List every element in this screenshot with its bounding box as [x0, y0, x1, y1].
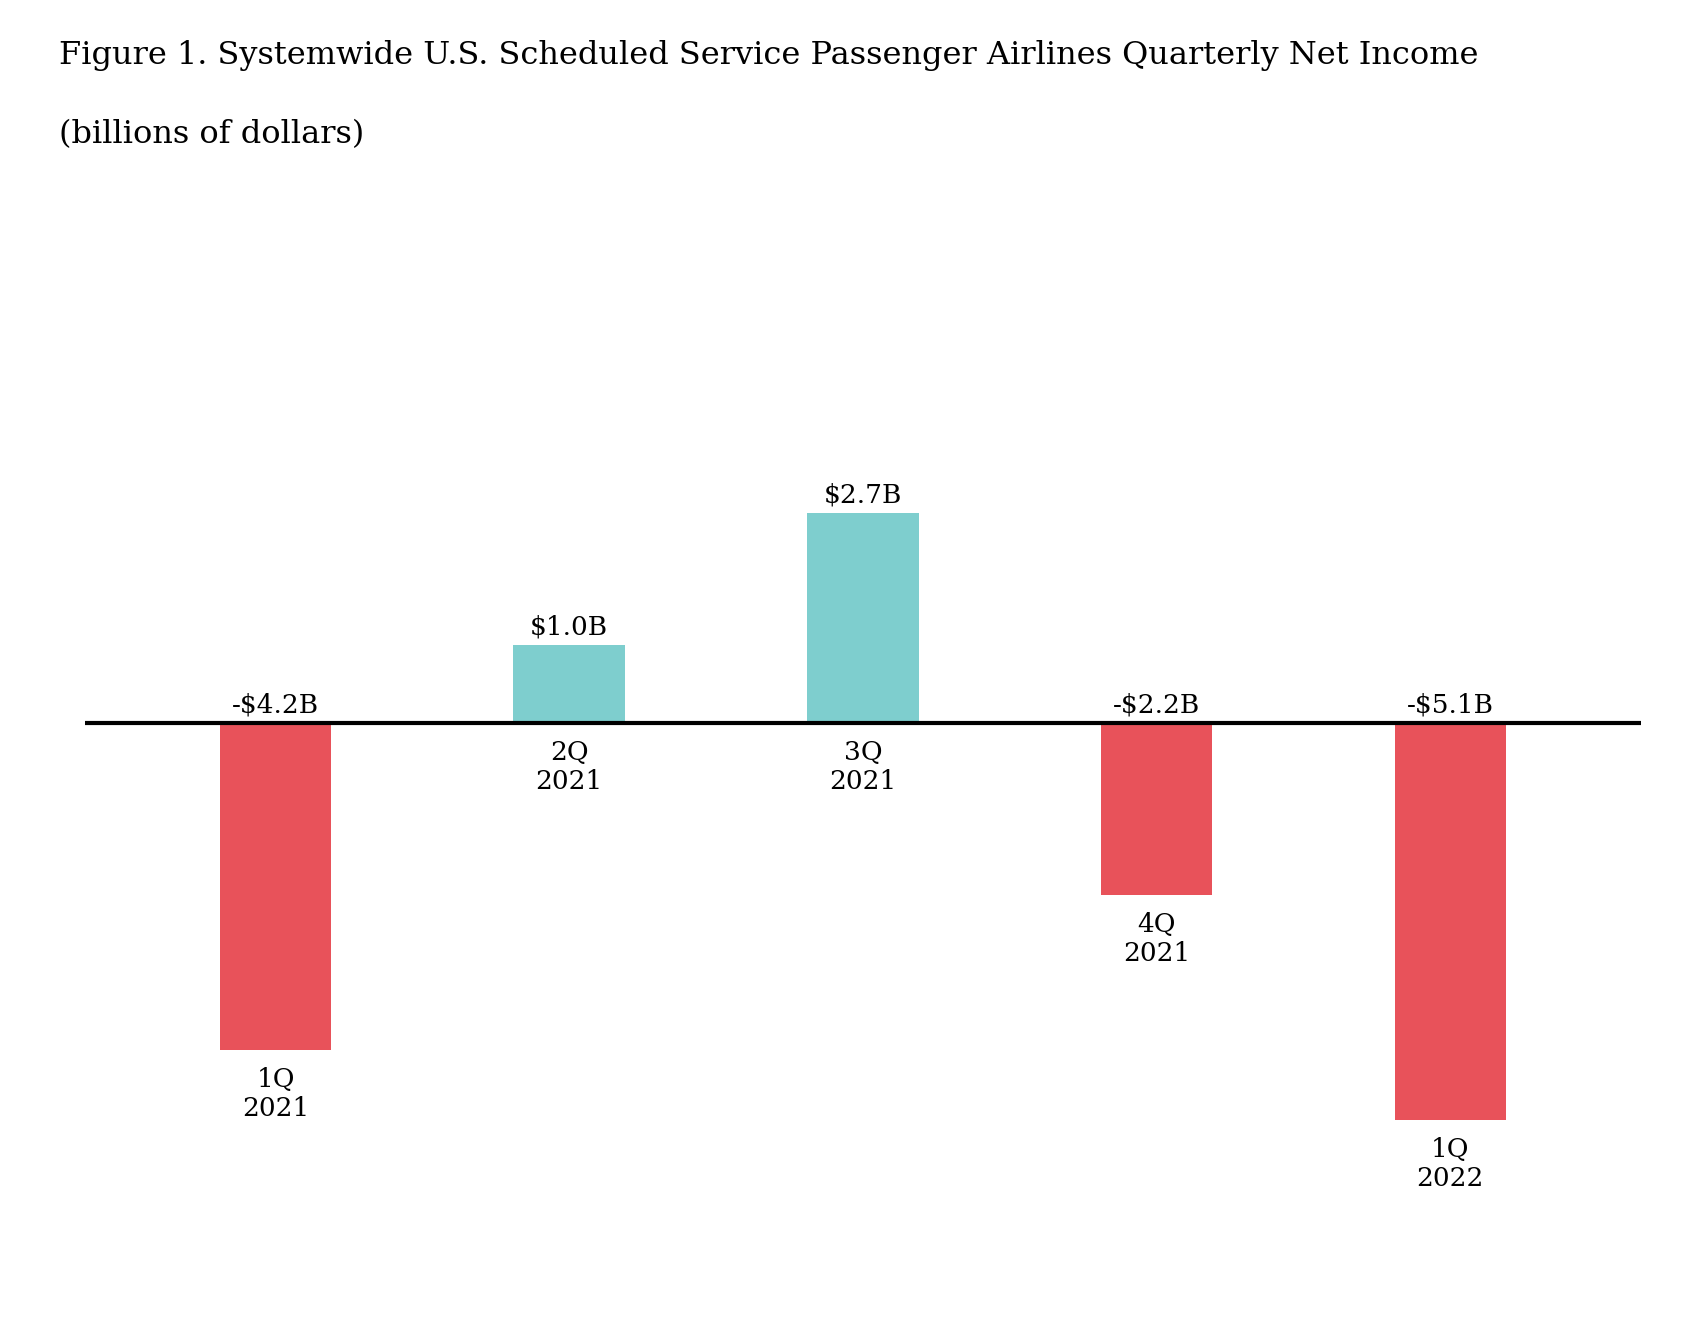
Bar [220, 724, 332, 1050]
Text: -$4.2B: -$4.2B [232, 692, 320, 717]
Text: 3Q
2021: 3Q 2021 [829, 740, 897, 794]
Text: 1Q
2022: 1Q 2022 [1416, 1137, 1484, 1192]
Text: -$5.1B: -$5.1B [1406, 692, 1494, 717]
Bar [513, 646, 624, 724]
Text: Figure 1. Systemwide U.S. Scheduled Service Passenger Airlines Quarterly Net Inc: Figure 1. Systemwide U.S. Scheduled Serv… [59, 40, 1479, 70]
Text: $2.7B: $2.7B [824, 482, 902, 507]
Text: -$2.2B: -$2.2B [1113, 692, 1200, 717]
Text: 2Q
2021: 2Q 2021 [536, 740, 602, 794]
Bar [1101, 724, 1213, 894]
Bar [1394, 724, 1506, 1120]
Text: (billions of dollars): (billions of dollars) [59, 119, 364, 149]
Text: 1Q
2021: 1Q 2021 [242, 1067, 310, 1122]
Bar [807, 513, 919, 724]
Text: 4Q
2021: 4Q 2021 [1123, 911, 1189, 966]
Text: $1.0B: $1.0B [530, 616, 609, 639]
